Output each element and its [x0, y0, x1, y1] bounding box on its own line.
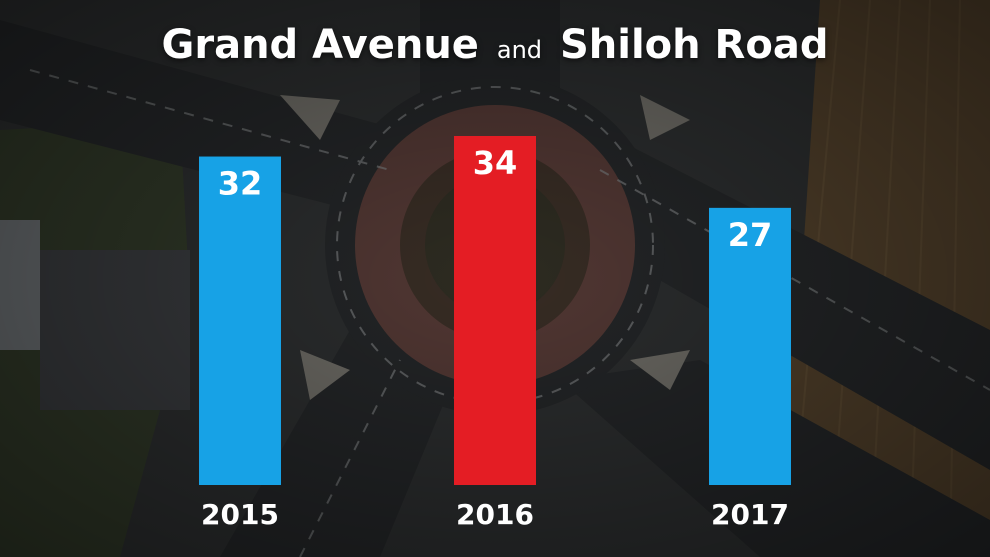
title-part-1: Grand Avenue [161, 22, 479, 68]
category-label-2015: 2015 [201, 498, 279, 531]
title-part-2: Shiloh Road [559, 22, 829, 68]
bar-2016 [454, 136, 536, 485]
category-label-2016: 2016 [456, 498, 534, 531]
value-label-2016: 34 [473, 144, 518, 182]
bar-2015 [199, 156, 281, 485]
chart-title: Grand Avenue and Shiloh Road [0, 22, 990, 68]
category-label-2017: 2017 [711, 498, 789, 531]
value-label-2015: 32 [218, 165, 263, 203]
bar-2017 [709, 207, 791, 485]
value-label-2017: 27 [728, 216, 773, 254]
title-conjunction: and [496, 36, 543, 64]
